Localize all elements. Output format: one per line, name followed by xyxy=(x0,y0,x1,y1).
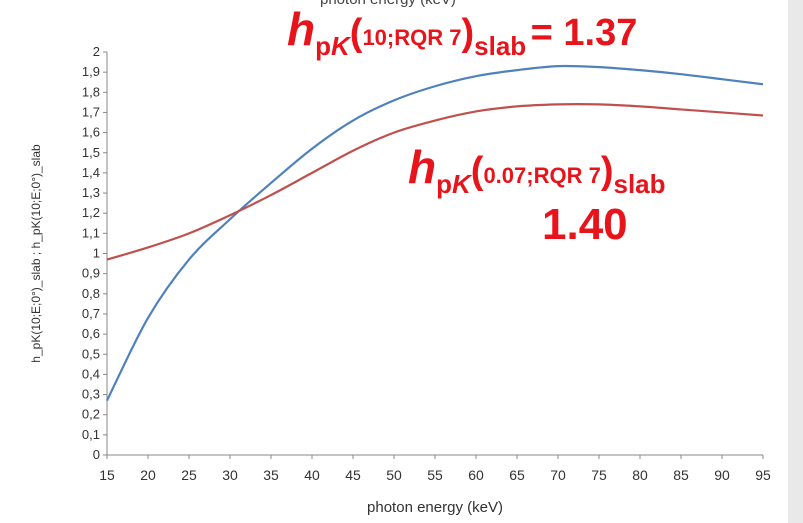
x-tick-label: 20 xyxy=(140,467,156,483)
y-tick-label: 1,3 xyxy=(82,185,100,200)
y-tick-label: 0,3 xyxy=(82,387,100,402)
x-tick-label: 70 xyxy=(550,467,566,483)
annotation-second-h: h xyxy=(408,141,437,193)
y-tick-label: 1,4 xyxy=(82,165,100,180)
y-tick-label: 1,7 xyxy=(82,104,100,119)
y-tick-label: 1,1 xyxy=(82,225,100,240)
chart-labels: 0 0,1 0,2 0,3 0,4 0,5 0,6 0,7 0,8 0,9 1 1,1 1,2 1,3 1,… xyxy=(29,44,771,516)
y-tick-label: 0,8 xyxy=(82,286,100,301)
y-axis-label: h_pK(10;E;0°)_slab ; h_pK(10;E;0°)_slab xyxy=(29,144,43,363)
annotation-second: hpK(0.07;RQR 7)slab xyxy=(408,141,666,199)
y-tick-label: 0,7 xyxy=(82,306,100,321)
x-tick-label: 60 xyxy=(468,467,484,483)
y-tick-label: 0,2 xyxy=(82,407,100,422)
x-tick-label: 40 xyxy=(304,467,320,483)
chart-series xyxy=(106,64,764,402)
y-tick-label: 0,1 xyxy=(82,427,100,442)
x-tick-label: 45 xyxy=(345,467,361,483)
annotation-first-value: = 1.37 xyxy=(530,12,638,54)
x-tick-label: 30 xyxy=(222,467,238,483)
annotation-first-h: h xyxy=(287,3,316,55)
y-tick-label: 1,6 xyxy=(82,125,100,140)
series-line-2 xyxy=(106,103,764,261)
annotation-second-value: 1.40 xyxy=(542,200,628,249)
y-tick-label: 0,6 xyxy=(82,326,100,341)
x-tick-label: 65 xyxy=(509,467,525,483)
annotation-first-arg: 10;RQR 7 xyxy=(362,25,462,50)
annotation-second-slab: slab xyxy=(613,169,666,199)
series-line-1 xyxy=(106,64,764,402)
x-tick-label: 25 xyxy=(181,467,197,483)
window-edge-strip xyxy=(788,0,803,523)
x-tick-label: 50 xyxy=(386,467,402,483)
x-tick-label: 85 xyxy=(673,467,689,483)
top-caption: photon energy (keV) xyxy=(320,0,456,8)
annotation-first: hpK(10;RQR 7)slab = 1.37 xyxy=(287,3,638,61)
x-tick-label: 95 xyxy=(755,467,771,483)
x-tick-label: 80 xyxy=(632,467,648,483)
y-tick-label: 0 xyxy=(93,447,100,462)
y-tick-label: 1,8 xyxy=(82,84,100,99)
y-tick-label: 1,9 xyxy=(82,64,100,79)
y-tick-label: 0,5 xyxy=(82,346,100,361)
y-tick-label: 1,2 xyxy=(82,205,100,220)
annotation-second-sub: pK xyxy=(436,169,471,199)
x-tick-label: 35 xyxy=(263,467,279,483)
x-axis-label: photon energy (keV) xyxy=(367,499,503,516)
annotation-second-arg: 0.07;RQR 7 xyxy=(483,163,601,188)
x-tick-label: 75 xyxy=(591,467,607,483)
annotation-first-slab: slab xyxy=(474,31,527,61)
x-tick-label: 55 xyxy=(427,467,443,483)
chart-axes xyxy=(103,51,764,459)
y-tick-label: 1 xyxy=(93,246,100,261)
annotation-first-sub: pK xyxy=(315,31,350,61)
y-tick-label: 0,9 xyxy=(82,266,100,281)
y-tick-label: 2 xyxy=(93,44,100,59)
x-tick-label: 90 xyxy=(714,467,730,483)
x-tick-label: 15 xyxy=(99,467,115,483)
y-tick-label: 0,4 xyxy=(82,366,100,381)
y-tick-label: 1,5 xyxy=(82,145,100,160)
